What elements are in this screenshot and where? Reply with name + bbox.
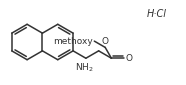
Text: NH$_2$: NH$_2$ <box>75 62 93 74</box>
Text: O: O <box>102 37 109 46</box>
Text: methoxy: methoxy <box>53 37 93 46</box>
Text: H·Cl: H·Cl <box>147 9 167 19</box>
Text: O: O <box>125 54 132 63</box>
